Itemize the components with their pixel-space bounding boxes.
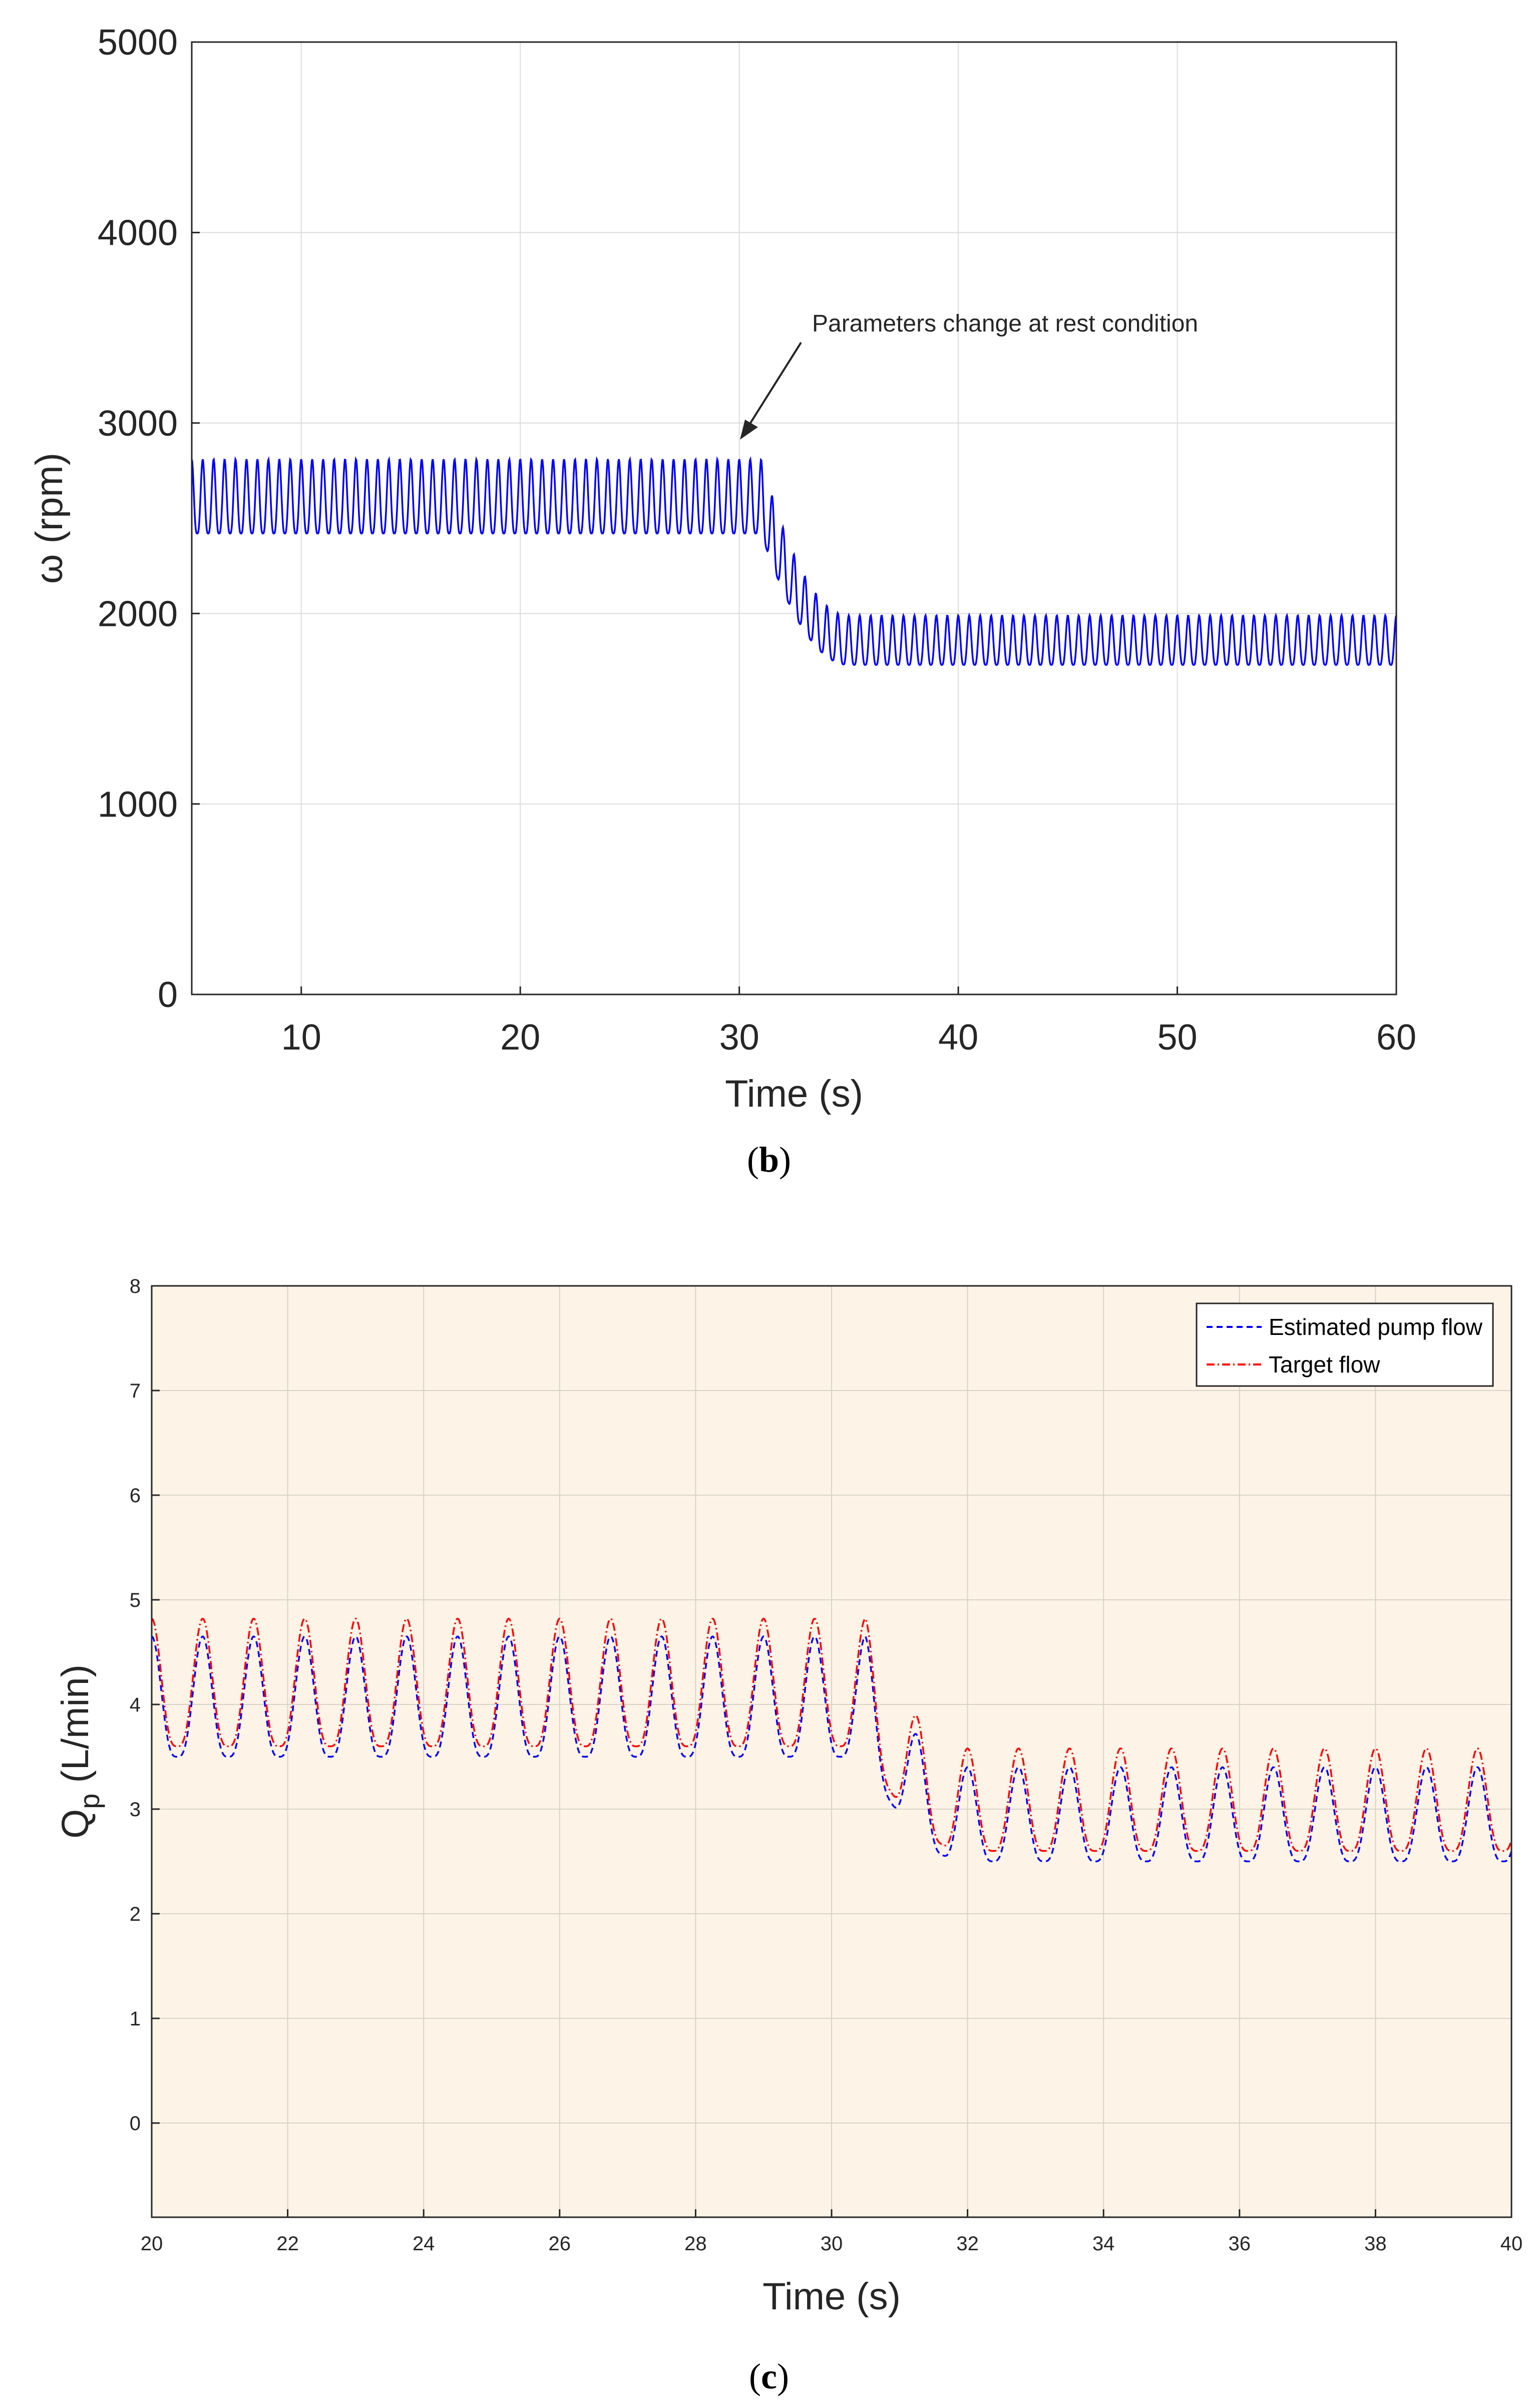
y-tick-label: 7 bbox=[130, 1380, 141, 1402]
y-ticks-c: 0 1 2 3 4 5 6 7 8 bbox=[130, 1275, 160, 2135]
y-tick-label: 1 bbox=[130, 2008, 141, 2030]
series-c bbox=[151, 1617, 1512, 1863]
series-line-estimated-pump-flow bbox=[151, 1635, 1512, 1863]
x-tick-label: 28 bbox=[684, 2233, 707, 2255]
x-tick-label: 38 bbox=[1364, 2233, 1387, 2255]
y-tick-label: 2 bbox=[130, 1903, 141, 1925]
caption-c: (c) bbox=[749, 2356, 789, 2396]
x-tick-label: 20 bbox=[141, 2233, 163, 2255]
y-axis-label-b: ω (rpm) bbox=[28, 453, 71, 584]
x-tick-label: 24 bbox=[413, 2233, 435, 2255]
caption-b: (b) bbox=[747, 1140, 791, 1180]
series-line-- bbox=[191, 456, 1397, 666]
series-line-target-flow bbox=[151, 1617, 1512, 1852]
x-tick-label: 50 bbox=[1157, 1017, 1197, 1058]
y-tick-label: 5 bbox=[130, 1589, 141, 1611]
plot-frame-b bbox=[191, 41, 1397, 995]
x-tick-label: 22 bbox=[276, 2233, 299, 2255]
grid-c bbox=[151, 1285, 1512, 2217]
y-tick-label: 4000 bbox=[98, 213, 178, 253]
x-tick-label: 36 bbox=[1229, 2233, 1251, 2255]
y-tick-label: 8 bbox=[130, 1275, 141, 1297]
x-tick-label: 60 bbox=[1376, 1017, 1416, 1058]
y-tick-label: 0 bbox=[158, 975, 178, 1015]
y-tick-label: 6 bbox=[130, 1485, 141, 1507]
y-tick-label: 2000 bbox=[98, 594, 178, 634]
annotation-arrowhead bbox=[740, 420, 758, 440]
x-tick-label: 34 bbox=[1092, 2233, 1115, 2255]
x-tick-label: 40 bbox=[1500, 2233, 1523, 2255]
annotation-arrow bbox=[744, 341, 802, 433]
legend-label-target: Target flow bbox=[1269, 1351, 1380, 1378]
y-tick-label: 5000 bbox=[98, 23, 178, 63]
y-ticks-b: 0 1000 2000 3000 4000 5000 bbox=[98, 23, 200, 1015]
legend-box bbox=[1196, 1302, 1494, 1387]
annotation-text: Parameters change at rest condition bbox=[812, 310, 1198, 337]
x-tick-label: 20 bbox=[500, 1017, 540, 1058]
y-tick-label: 4 bbox=[130, 1694, 141, 1716]
y-tick-label: 3000 bbox=[98, 404, 178, 444]
legend-c: Estimated pump flow Target flow bbox=[1196, 1302, 1494, 1387]
y-tick-label: 3 bbox=[130, 1799, 141, 1821]
x-tick-label: 30 bbox=[821, 2233, 843, 2255]
x-tick-label: 30 bbox=[719, 1017, 759, 1058]
y-tick-label: 1000 bbox=[98, 785, 178, 825]
x-ticks-b: 10 20 30 40 50 60 bbox=[281, 986, 1416, 1058]
series-b bbox=[191, 456, 1397, 666]
y-tick-label: 0 bbox=[130, 2113, 141, 2135]
x-tick-label: 32 bbox=[956, 2233, 979, 2255]
legend-label-estimated: Estimated pump flow bbox=[1269, 1314, 1483, 1340]
x-axis-label-b: Time (s) bbox=[725, 1073, 863, 1115]
x-ticks-c: 20 22 24 26 28 30 32 34 36 38 40 bbox=[141, 2209, 1523, 2255]
x-tick-label: 26 bbox=[549, 2233, 571, 2255]
x-axis-label-c: Time (s) bbox=[762, 2275, 901, 2318]
plot-area-b bbox=[192, 42, 1396, 994]
panel-b-chart: 10 20 30 40 50 60 0 1000 2000 3000 4000 5000 Time … bbox=[28, 23, 1416, 1180]
x-tick-label: 10 bbox=[281, 1017, 321, 1058]
x-tick-label: 40 bbox=[938, 1017, 978, 1058]
y-axis-label-c: Qp (L/min) bbox=[54, 1664, 105, 1839]
svg-text:Qp (L/min): Qp (L/min) bbox=[54, 1664, 105, 1839]
